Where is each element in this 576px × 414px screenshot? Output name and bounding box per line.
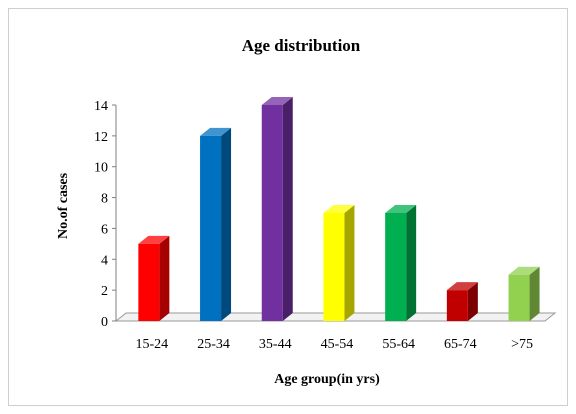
x-tick-label: 25-34 [197, 337, 230, 352]
plot-area: 0 2 4 6 8 10 12 14 15-24 25-34 35-44 45-54 55-64 65-7… [94, 97, 557, 352]
chart-frame: Age distribution No.of cases Age group(i… [8, 8, 568, 406]
bar-2534 [200, 127, 232, 321]
bar-front [508, 274, 530, 321]
x-axis-title: Age group(in yrs) [274, 372, 380, 387]
x-tick-label: >75 [511, 337, 533, 352]
y-tick-label: 14 [94, 99, 108, 114]
x-tick-label: 15-24 [136, 337, 169, 352]
bar-5564 [385, 205, 417, 321]
bar-front [261, 105, 283, 321]
bar-front [200, 135, 222, 321]
y-tick-label: 6 [101, 222, 108, 237]
bar-top [323, 205, 355, 213]
bar-top [446, 282, 478, 291]
x-tick-label: 45-54 [321, 337, 354, 352]
bar-side [467, 282, 478, 321]
y-tick-label: 4 [101, 253, 108, 268]
bar-4554 [323, 205, 355, 321]
bar-side [159, 235, 170, 321]
bar-top [385, 205, 417, 213]
bar-chart: Age distribution No.of cases Age group(i… [56, 36, 557, 387]
bar-side [282, 97, 293, 321]
y-tick-label: 12 [94, 130, 108, 145]
bar-front [446, 290, 468, 321]
y-tick-label: 2 [101, 284, 108, 299]
y-tick-label: 0 [101, 315, 108, 330]
bar-75 [508, 266, 540, 321]
bar-front [385, 213, 407, 321]
bar-side [406, 205, 417, 321]
y-axis-title: No.of cases [56, 172, 71, 239]
bar-top [261, 97, 293, 105]
bar-side [529, 266, 540, 321]
y-tick-label: 10 [94, 161, 108, 176]
bar-top [138, 235, 170, 244]
bar-3544 [261, 97, 293, 321]
x-tick-label: 55-64 [382, 337, 415, 352]
y-tick-label: 8 [101, 192, 108, 207]
bar-side [344, 205, 355, 321]
bar-top [508, 266, 540, 275]
bar-1524 [138, 235, 170, 321]
x-tick-label: 35-44 [259, 337, 292, 352]
bar-side [221, 127, 232, 321]
bar-front [323, 213, 345, 321]
bar-6574 [446, 282, 478, 321]
x-tick-label: 65-74 [444, 337, 477, 352]
chart-title: Age distribution [242, 36, 361, 55]
bar-top [200, 127, 232, 136]
bar-front [138, 243, 160, 321]
